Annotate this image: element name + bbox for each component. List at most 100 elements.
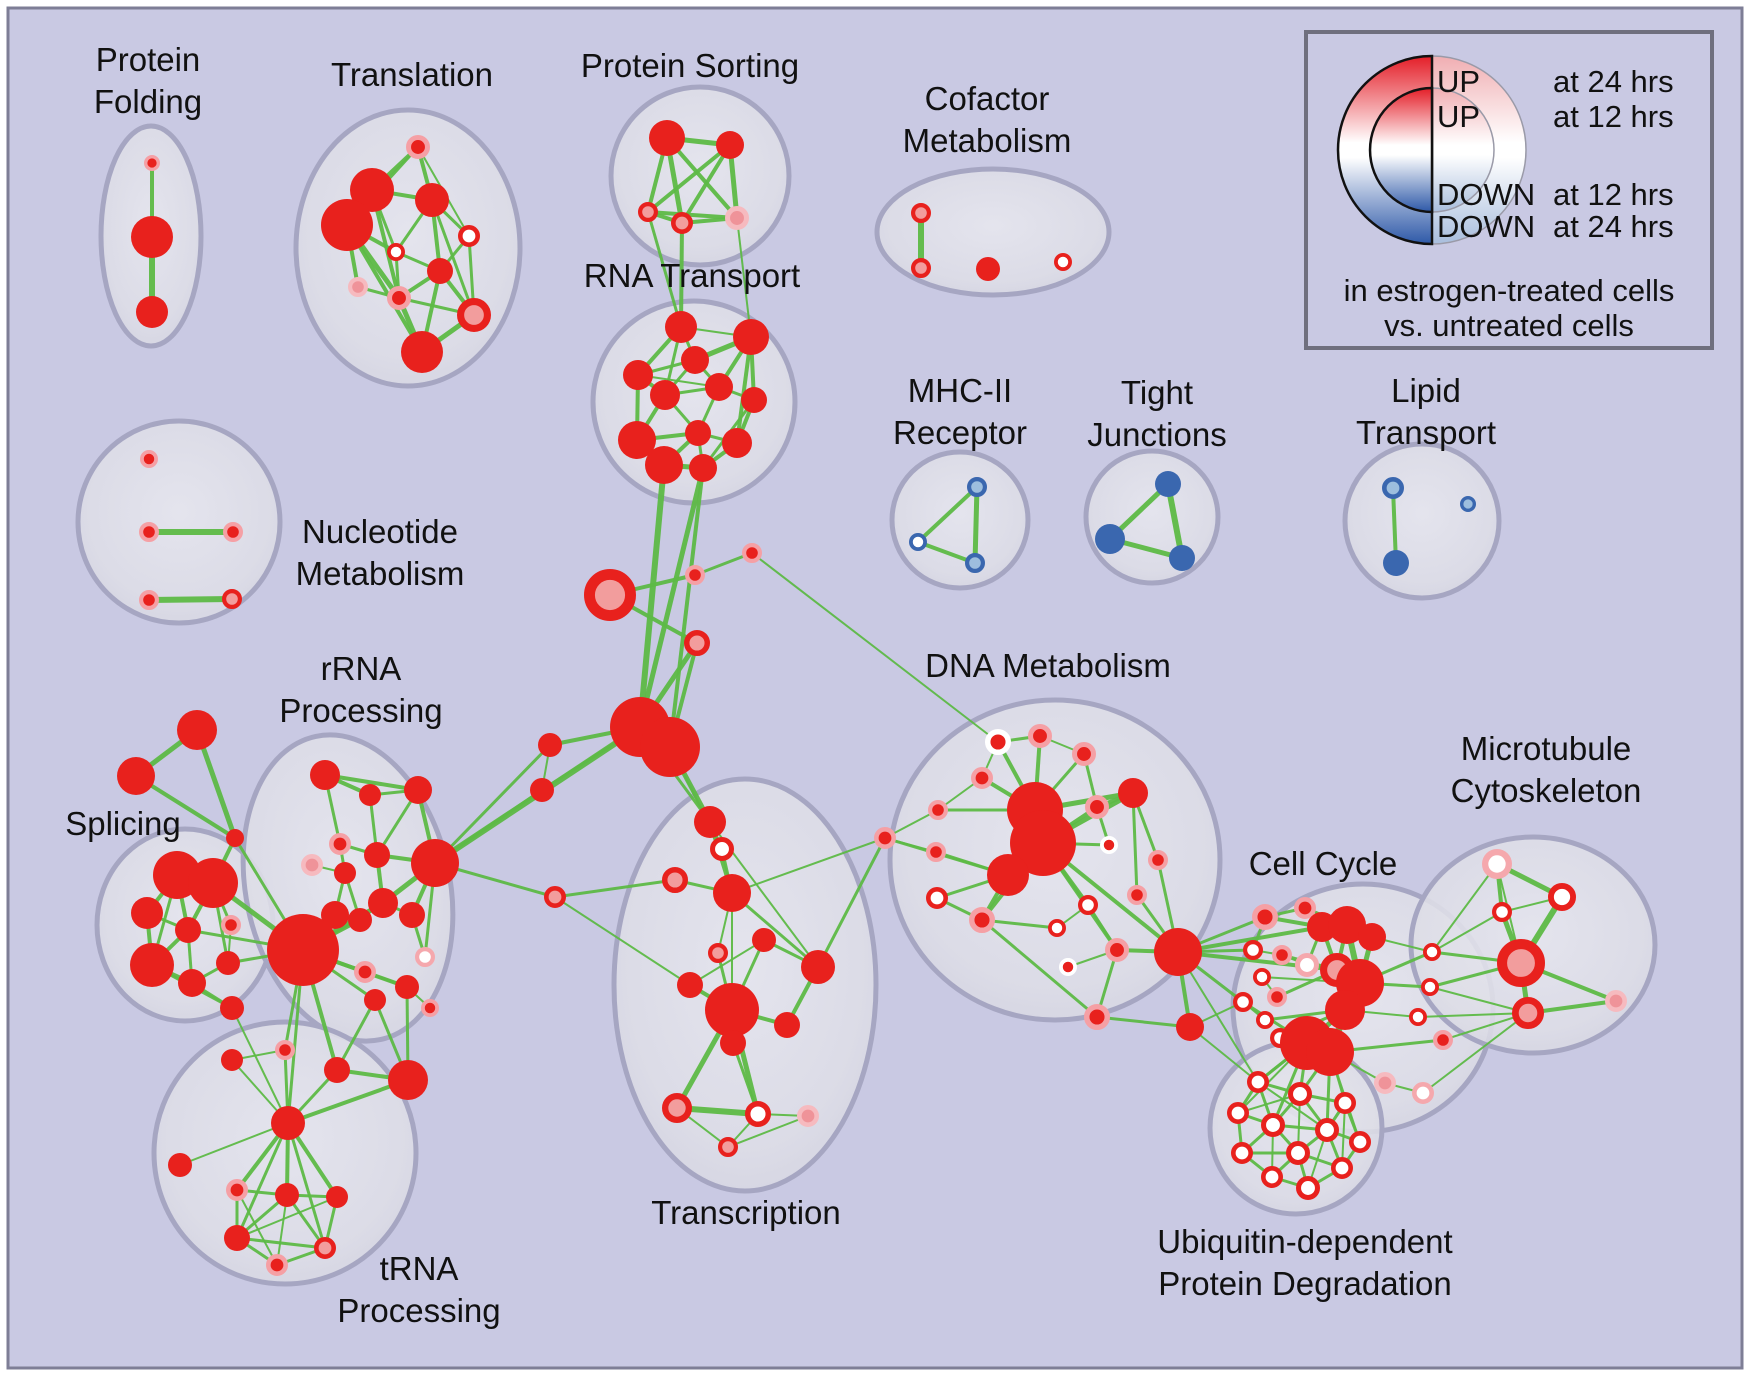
network-edge	[554, 878, 676, 899]
cluster-ellipse-trna-processing	[151, 1019, 419, 1287]
network-node-tg2	[117, 757, 155, 795]
network-edge	[972, 486, 980, 564]
cluster-label-protein-folding: Folding	[94, 83, 202, 120]
network-node-cc25	[1432, 1029, 1453, 1050]
network-node-u6	[1315, 1118, 1340, 1143]
legend-direction-label: UP	[1437, 99, 1480, 134]
network-node-h2	[684, 564, 705, 585]
network-node-r1	[665, 311, 697, 343]
network-node-rr13	[267, 914, 339, 986]
network-node-r10	[722, 428, 752, 458]
network-node-cf1	[910, 203, 931, 224]
network-node-rr14	[415, 946, 436, 967]
network-node-t10	[457, 298, 492, 333]
network-node-d10	[1100, 836, 1119, 855]
network-node-x10	[705, 983, 759, 1037]
network-node-d23	[1176, 1013, 1204, 1041]
network-node-cf2	[910, 258, 931, 279]
network-edge	[554, 896, 691, 986]
network-node-rr6	[364, 842, 390, 868]
network-node-sp9	[220, 996, 244, 1020]
network-edge	[235, 1122, 290, 1239]
network-node-x12	[720, 1030, 746, 1056]
network-node-x9	[677, 972, 703, 998]
network-node-d17	[1077, 894, 1098, 915]
network-node-u12	[1296, 1176, 1321, 1201]
network-node-tr5	[326, 1186, 348, 1208]
network-node-d22	[1154, 928, 1202, 976]
network-edge	[236, 1196, 338, 1239]
network-node-cc8	[1266, 986, 1287, 1007]
network-edge	[981, 918, 1098, 1019]
network-node-tr8	[265, 1254, 288, 1277]
network-edge	[646, 143, 732, 214]
network-node-mh2	[909, 533, 928, 552]
network-node-nm2	[139, 521, 160, 542]
legend-time-label: at 12 hrs	[1553, 99, 1674, 134]
network-node-cc2	[1294, 896, 1317, 919]
network-node-cc1	[1251, 903, 1278, 930]
network-node-h4	[683, 629, 710, 656]
network-node-x8	[801, 950, 835, 984]
network-node-lp2	[1383, 550, 1409, 576]
network-node-rr11	[368, 888, 398, 918]
network-node-cc4	[1271, 944, 1292, 965]
network-node-d1	[984, 728, 1011, 755]
cluster-label-mhc-ii-receptor: MHC-II	[908, 372, 1012, 409]
network-node-d15	[968, 906, 995, 933]
network-node-nm3	[223, 521, 244, 542]
network-edge	[916, 485, 979, 544]
network-node-t5	[457, 224, 480, 247]
network-node-r9	[685, 420, 711, 446]
network-node-rr7	[334, 862, 356, 884]
network-node-pf2	[131, 216, 173, 258]
network-edge	[680, 143, 732, 225]
network-node-u9	[1286, 1141, 1311, 1166]
network-node-sp2	[188, 858, 238, 908]
network-node-rr4	[328, 832, 351, 855]
cluster-label-nucleotide-metabolism: Nucleotide	[302, 513, 458, 550]
network-node-rr18	[421, 999, 440, 1018]
cluster-label-protein-sorting: Protein Sorting	[581, 47, 799, 84]
network-edge	[324, 773, 419, 792]
legend-time-label: at 24 hrs	[1553, 209, 1674, 244]
cluster-ellipse-mhc-ii-receptor	[889, 449, 1031, 591]
network-node-rr16	[395, 975, 419, 999]
legend-caption: vs. untreated cells	[1384, 308, 1634, 343]
network-edge	[731, 837, 886, 894]
network-node-rr9	[321, 901, 349, 929]
network-node-h3	[741, 542, 762, 563]
network-node-sp3	[131, 897, 163, 929]
network-node-rr12	[399, 902, 425, 928]
network-node-u8	[1231, 1142, 1254, 1165]
network-node-t8	[348, 277, 369, 298]
network-node-tr6	[224, 1225, 250, 1251]
network-edge	[134, 774, 237, 840]
legend-direction-label: UP	[1437, 64, 1480, 99]
network-node-d2	[1028, 724, 1053, 749]
cluster-label-nucleotide-metabolism: Metabolism	[296, 555, 465, 592]
network-node-rr3	[404, 776, 432, 804]
network-node-rr22	[388, 1060, 428, 1100]
cluster-label-trna-processing: Processing	[337, 1292, 500, 1329]
legend-time-label: at 12 hrs	[1553, 177, 1674, 212]
legend-halfcircle-inner	[1368, 86, 1434, 214]
cluster-label-cofactor-metabolism: Metabolism	[903, 122, 1072, 159]
network-edge	[1096, 1015, 1191, 1029]
network-node-u1	[1247, 1071, 1270, 1094]
network-node-d7	[925, 841, 946, 862]
network-node-x14	[744, 1100, 771, 1127]
network-node-sp4	[175, 917, 201, 943]
network-edge	[148, 596, 233, 603]
network-node-m1	[1482, 849, 1513, 880]
cluster-label-translation: Translation	[331, 56, 493, 93]
network-node-u4	[1227, 1102, 1250, 1125]
network-node-u10	[1331, 1157, 1354, 1180]
network-node-r8	[618, 421, 656, 459]
network-node-x6	[707, 942, 728, 963]
network-node-r6	[705, 373, 733, 401]
network-node-cc6	[1253, 968, 1272, 987]
network-node-r7	[741, 387, 767, 413]
